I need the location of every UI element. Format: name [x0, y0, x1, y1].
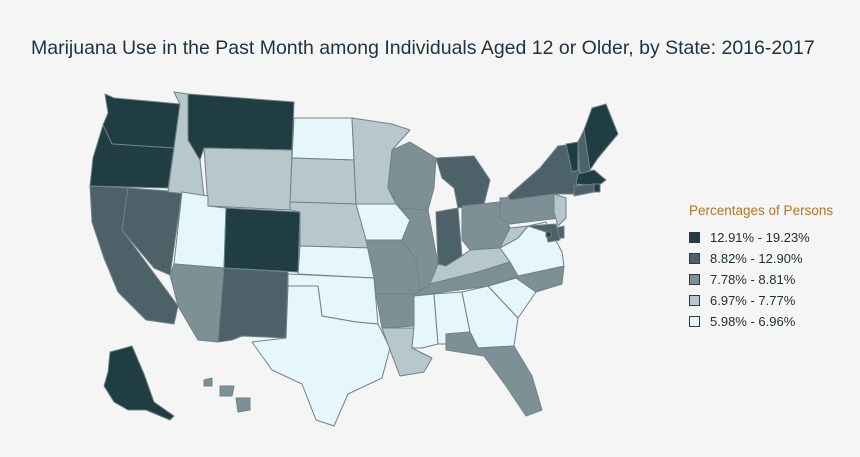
- state-wy: [203, 147, 293, 211]
- state-ct: [573, 183, 595, 197]
- legend-label: 12.91% - 19.23%: [710, 230, 810, 245]
- state-ri: [593, 183, 601, 193]
- legend-label: 8.82% - 12.90%: [710, 251, 803, 266]
- state-nj: [553, 193, 567, 227]
- legend-label: 7.78% - 8.81%: [710, 272, 796, 287]
- state-ak: [103, 345, 175, 421]
- state-nm: [217, 267, 289, 343]
- state-ar: [375, 293, 419, 329]
- state-fl: [445, 331, 543, 417]
- state-vt: [565, 141, 579, 173]
- legend-label: 6.97% - 7.77%: [710, 293, 796, 308]
- state-md: [527, 223, 561, 243]
- legend-item: 5.98% - 6.96%: [689, 311, 833, 332]
- legend-title: Percentages of Persons: [689, 203, 834, 218]
- state-il: [399, 207, 439, 291]
- state-in: [435, 207, 463, 267]
- state-hi: [203, 377, 251, 413]
- state-wi: [387, 141, 437, 211]
- legend-item: 7.78% - 8.81%: [689, 269, 833, 290]
- legend-item: 8.82% - 12.90%: [689, 248, 833, 269]
- legend-swatch: [689, 253, 700, 264]
- state-co: [223, 207, 301, 273]
- state-mi: [435, 155, 491, 209]
- legend-item: 6.97% - 7.77%: [689, 290, 833, 311]
- legend-item: 12.91% - 19.23%: [689, 227, 833, 248]
- state-wa: [102, 93, 181, 149]
- state-nd: [291, 117, 355, 161]
- state-dc: [545, 231, 552, 238]
- legend-swatch: [689, 316, 700, 327]
- state-ma: [575, 169, 607, 187]
- state-ms: [411, 293, 439, 349]
- us-state-map: [89, 91, 619, 427]
- legend-swatch: [689, 295, 700, 306]
- map-title: Marijuana Use in the Past Month among In…: [31, 37, 815, 59]
- state-me: [583, 103, 619, 171]
- legend-swatch: [689, 274, 700, 285]
- state-tx: [251, 285, 391, 427]
- state-az: [169, 263, 225, 343]
- legend-label: 5.98% - 6.96%: [710, 314, 796, 329]
- legend-swatch: [689, 232, 700, 243]
- state-ks: [297, 245, 375, 279]
- legend: Percentages of Persons 12.91% - 19.23% 8…: [689, 203, 833, 332]
- state-or: [89, 124, 175, 189]
- state-sd: [289, 157, 357, 205]
